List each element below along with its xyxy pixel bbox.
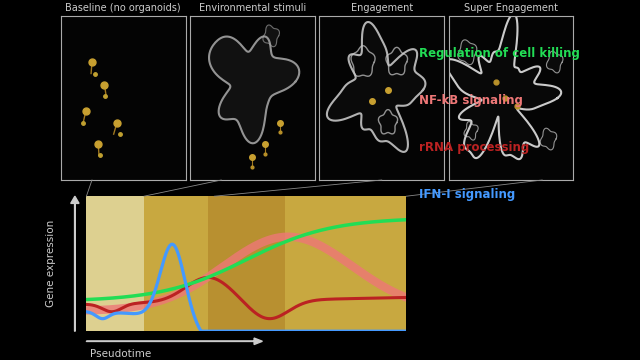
Bar xyxy=(208,196,285,331)
Polygon shape xyxy=(464,122,478,140)
Bar xyxy=(285,196,406,331)
Text: Engagement: Engagement xyxy=(351,3,413,13)
Polygon shape xyxy=(540,128,557,150)
Text: Baseline (no organoids): Baseline (no organoids) xyxy=(65,3,181,13)
Polygon shape xyxy=(458,40,477,65)
Text: Super Engagement: Super Engagement xyxy=(464,3,558,13)
Polygon shape xyxy=(327,22,426,152)
Bar xyxy=(86,196,144,331)
Text: Environmental stimuli: Environmental stimuli xyxy=(199,3,306,13)
Text: Pseudotime: Pseudotime xyxy=(90,349,151,359)
Text: Regulation of cell killing: Regulation of cell killing xyxy=(419,48,580,60)
Text: NF-kB signaling: NF-kB signaling xyxy=(419,94,523,107)
Polygon shape xyxy=(209,36,300,143)
Text: rRNA processing: rRNA processing xyxy=(419,141,529,154)
Polygon shape xyxy=(351,46,375,76)
Polygon shape xyxy=(547,51,563,73)
Text: Gene expression: Gene expression xyxy=(46,220,56,307)
Polygon shape xyxy=(386,48,408,75)
Polygon shape xyxy=(263,25,280,47)
Polygon shape xyxy=(445,14,561,159)
Text: IFN-I signaling: IFN-I signaling xyxy=(419,188,515,201)
Polygon shape xyxy=(378,109,397,134)
Bar xyxy=(144,196,208,331)
